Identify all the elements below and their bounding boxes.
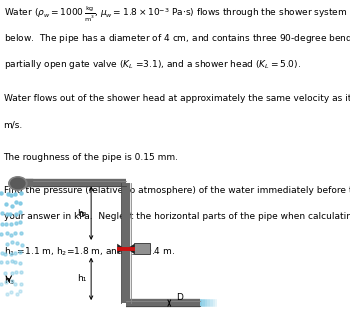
Text: Water ($\rho_w$$ = 1000\,\frac{\mathrm{kg}}{\mathrm{m}^3}$, $\mu_w = 1.8 \times : Water ($\rho_w$$ = 1000\,\frac{\mathrm{k… [4,5,350,25]
Text: The roughness of the pipe is 0.15 mm.: The roughness of the pipe is 0.15 mm. [4,153,178,162]
Polygon shape [117,244,125,254]
Bar [134,243,150,255]
Text: below.  The pipe has a diameter of 4 cm, and contains three 90-degree bends ($K_: below. The pipe has a diameter of 4 cm, … [4,32,350,45]
Text: h$_3$: h$_3$ [4,274,15,287]
Text: m/s.: m/s. [4,120,23,129]
Circle shape [11,178,25,189]
Text: partially open gate valve ($K_L$ =3.1), and a shower head ($K_L = 5.0$).: partially open gate valve ($K_L$ =3.1), … [4,58,301,71]
Text: D: D [176,293,183,302]
Text: your answer in kPa.  Neglect the horizontal parts of the pipe when calculating t: your answer in kPa. Neglect the horizont… [4,212,350,221]
Text: h₁: h₁ [77,274,86,283]
Circle shape [9,177,27,190]
Text: Water flows out of the shower head at approximately the same velocity as it ente: Water flows out of the shower head at ap… [4,94,350,103]
Text: h₂: h₂ [77,209,86,218]
Polygon shape [127,244,134,254]
Text: Find the pressure (relative to atmosphere) of the water immediately before the f: Find the pressure (relative to atmospher… [4,186,350,195]
Text: h$_1$ =1.1 m, h$_2$=1.8 m, and h$_3$ =0.4 m.: h$_1$ =1.1 m, h$_2$=1.8 m, and h$_3$ =0.… [4,245,175,258]
